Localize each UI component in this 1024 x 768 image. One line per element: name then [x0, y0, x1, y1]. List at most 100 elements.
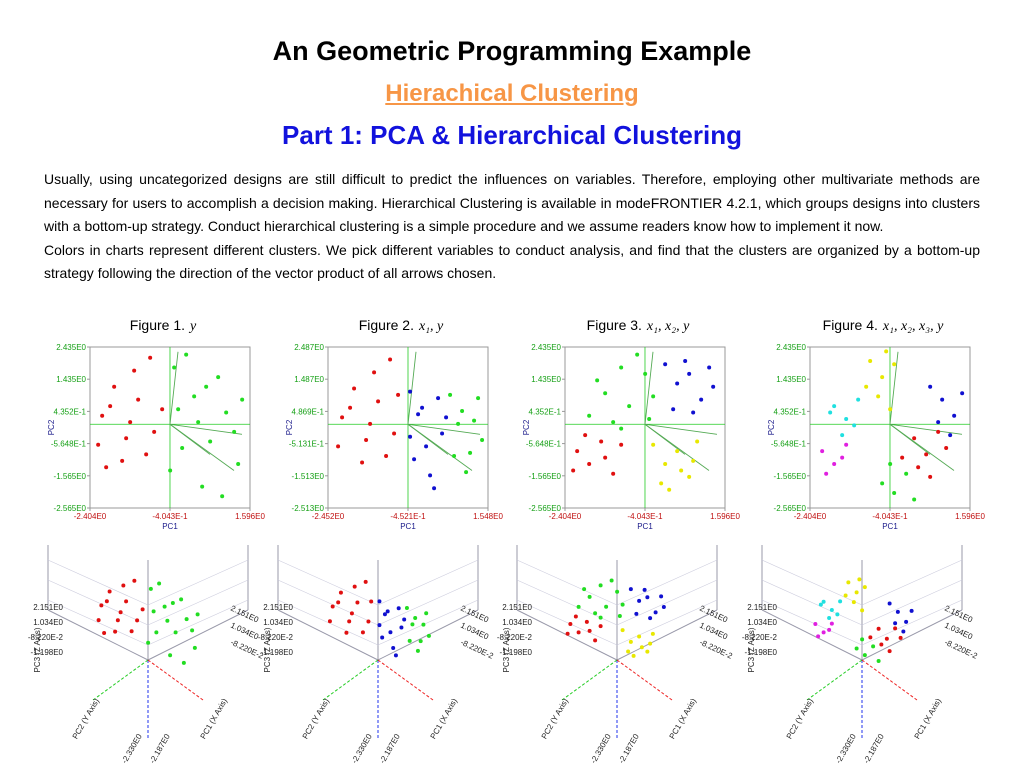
- data-point-3d: [396, 606, 401, 611]
- data-point: [100, 413, 105, 418]
- data-point-3d: [157, 581, 162, 586]
- grid-3d: [277, 599, 379, 646]
- data-point-3d: [148, 586, 153, 591]
- data-point-3d: [355, 600, 360, 605]
- heading: Part 1: PCA & Hierarchical Clustering: [282, 120, 742, 150]
- data-point-3d: [388, 630, 393, 635]
- z-tick-label: -8.220E-2: [258, 633, 294, 642]
- data-point-3d: [192, 645, 197, 650]
- data-point: [707, 365, 712, 370]
- y-tick-label: 4.869E-1: [292, 407, 325, 416]
- data-point: [376, 399, 381, 404]
- data-point-3d: [634, 611, 639, 616]
- data-point: [603, 455, 608, 460]
- caption-variables: y: [188, 319, 197, 334]
- bottom-tick-label: -2.187E0: [862, 732, 886, 765]
- axis-3d: [861, 609, 963, 661]
- data-point-3d: [391, 646, 396, 651]
- data-point-3d: [426, 633, 431, 638]
- y-tick-label: 2.435E0: [776, 343, 806, 352]
- data-point: [663, 362, 668, 367]
- axis-3d-label: PC2 (Y Axis): [540, 697, 571, 741]
- data-point: [695, 439, 700, 444]
- data-point: [595, 378, 600, 383]
- data-point: [224, 410, 229, 415]
- data-point: [691, 410, 696, 415]
- data-point-3d: [587, 628, 592, 633]
- y-tick-label: -1.565E0: [54, 472, 87, 481]
- vector-arrow: [169, 423, 211, 455]
- data-point: [856, 397, 861, 402]
- data-point-3d: [584, 619, 589, 624]
- data-point-3d: [121, 583, 126, 588]
- y-tick-label: -2.565E0: [529, 504, 562, 513]
- x-axis-label: PC1: [882, 522, 898, 531]
- data-point: [928, 474, 933, 479]
- data-point: [844, 416, 849, 421]
- y-tick-label: -1.565E0: [774, 472, 807, 481]
- data-point-3d: [181, 660, 186, 665]
- y-axis-label: PC2: [285, 419, 294, 435]
- vector-arrow: [169, 351, 179, 425]
- data-point-3d: [184, 617, 189, 622]
- data-point-3d: [620, 628, 625, 633]
- axis-3d: [377, 659, 434, 701]
- data-point: [124, 436, 129, 441]
- data-point: [691, 458, 696, 463]
- data-point-3d: [645, 595, 650, 600]
- data-point-3d: [377, 623, 382, 628]
- z-tick-label: -8.220E-2: [28, 633, 64, 642]
- data-point-3d: [598, 583, 603, 588]
- data-point-3d: [827, 627, 832, 632]
- axis-3d: [616, 609, 718, 661]
- y-tick-label: 2.487E0: [294, 343, 324, 352]
- z-tick-label: 2.151E0: [263, 603, 293, 612]
- data-point: [232, 429, 237, 434]
- data-point: [960, 391, 965, 396]
- data-point: [172, 365, 177, 370]
- data-point: [372, 370, 377, 375]
- data-point: [144, 452, 149, 457]
- data-point-3d: [604, 604, 609, 609]
- vector-arrow: [889, 423, 963, 435]
- data-point: [208, 439, 213, 444]
- bottom-tick-label: -2.330E0: [350, 732, 374, 765]
- figure-caption: Figure 1. y: [130, 317, 197, 334]
- data-point: [424, 444, 429, 449]
- data-point: [360, 460, 365, 465]
- data-point: [611, 420, 616, 425]
- y-tick-label: -5.131E-1: [289, 440, 325, 449]
- data-point: [216, 375, 221, 380]
- figure-caption: Figure 3. x₁, x₂, y: [587, 317, 690, 334]
- data-point: [340, 415, 345, 420]
- y-axis-label: PC2: [767, 419, 776, 435]
- y-tick-label: 1.435E0: [776, 375, 806, 384]
- data-point: [108, 404, 113, 409]
- data-point-3d: [598, 624, 603, 629]
- data-point-3d: [821, 599, 826, 604]
- caption-label: Figure 4.: [823, 317, 878, 333]
- data-point: [687, 474, 692, 479]
- data-point-3d: [568, 622, 573, 627]
- data-point-3d: [338, 590, 343, 595]
- data-point: [128, 420, 133, 425]
- data-point-3d: [576, 630, 581, 635]
- data-point-3d: [140, 607, 145, 612]
- data-point: [180, 445, 185, 450]
- caption-variables: x₁, y: [418, 319, 444, 334]
- data-point: [840, 433, 845, 438]
- data-point-3d: [327, 619, 332, 624]
- grid-3d: [277, 559, 379, 606]
- data-point-3d: [835, 612, 840, 617]
- data-point-3d: [410, 622, 415, 627]
- data-point: [468, 450, 473, 455]
- data-point-3d: [620, 602, 625, 607]
- data-point: [936, 429, 941, 434]
- x-axis-label: PC1: [400, 522, 416, 531]
- z-tick-label: 1.034E0: [747, 618, 777, 627]
- bottom-tick-label: -2.187E0: [617, 732, 641, 765]
- data-point: [936, 420, 941, 425]
- y-tick-label: -5.648E-1: [771, 440, 807, 449]
- y-tick-label: 1.487E0: [294, 375, 324, 384]
- data-point: [112, 384, 117, 389]
